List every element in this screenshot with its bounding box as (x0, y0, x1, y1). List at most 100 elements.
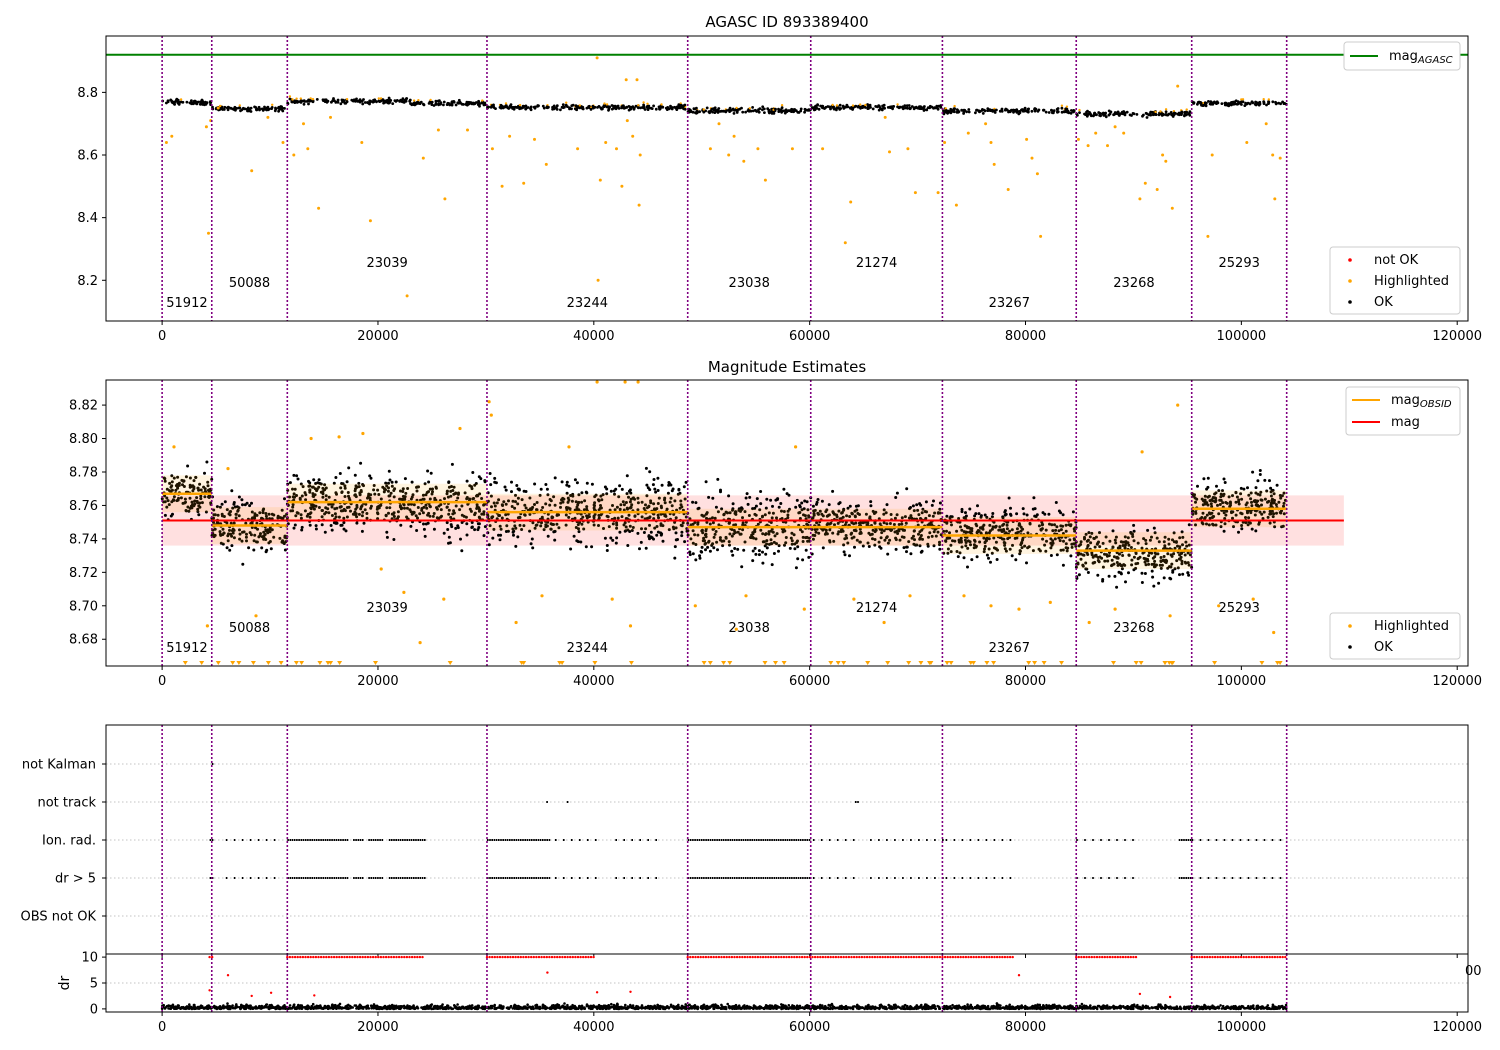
ok-point (277, 106, 280, 110)
ok-point (1196, 101, 1200, 104)
ok-point (606, 105, 610, 109)
ok-point (432, 104, 436, 107)
highlighted-point (936, 191, 940, 195)
ok-point (1086, 113, 1090, 116)
flag-point (742, 877, 745, 879)
highlighted-point (821, 147, 825, 151)
flag-point (692, 839, 694, 841)
highlighted-point (405, 294, 409, 298)
obsid-label: 23039 (366, 601, 407, 616)
clipped-marker (1041, 661, 1047, 665)
highlighted-point (368, 219, 372, 223)
ok-point (1239, 486, 1243, 490)
ok-point (930, 503, 934, 507)
ok-point (711, 107, 715, 111)
obsid-label: 23038 (729, 621, 770, 636)
ok-point (1010, 108, 1013, 112)
ok-point (374, 99, 377, 103)
highlighted-point (953, 104, 956, 108)
ok-point (796, 557, 800, 561)
ok-point (694, 558, 698, 562)
highlighted-point (1170, 206, 1174, 210)
ok-point (497, 533, 500, 537)
ok-point (761, 550, 764, 554)
highlighted-point (984, 122, 988, 126)
highlighted-point (1154, 110, 1157, 114)
ok-point (410, 480, 414, 484)
ok-point (447, 481, 451, 484)
ok-point (680, 530, 684, 534)
ok-point (871, 107, 875, 111)
flag-point (344, 877, 347, 879)
flag-point (820, 839, 823, 841)
ok-point (1159, 112, 1162, 116)
x-tick-label: 40000 (573, 329, 614, 344)
ok-point (270, 107, 273, 110)
x-tick-label: 0 (158, 674, 166, 689)
flag-point (517, 839, 520, 841)
highlighted-point (170, 134, 174, 138)
ok-point (257, 105, 261, 109)
ok-point (1030, 109, 1034, 113)
flag-point (320, 877, 322, 879)
flag-point (799, 877, 802, 879)
flag-point (381, 877, 384, 879)
flag-point (718, 839, 721, 841)
ok-point (474, 101, 478, 104)
ok-point (465, 533, 469, 537)
highlighted-point (835, 104, 839, 107)
highlighted-point (966, 131, 970, 135)
highlighted-point (1241, 98, 1245, 101)
flag-point (615, 839, 617, 841)
highlighted-point (615, 147, 618, 151)
clipped-marker (1259, 661, 1265, 665)
flag-point (1189, 839, 1192, 841)
flag-point (511, 839, 513, 841)
ok-point (579, 540, 583, 544)
ok-point (793, 108, 797, 111)
highlighted-point (693, 604, 697, 608)
x-tick-label: 60000 (789, 329, 830, 344)
flag-point (495, 877, 498, 879)
ok-point (471, 471, 475, 474)
ok-point (1164, 110, 1168, 114)
ok-point (1115, 585, 1119, 589)
ok-point (1183, 111, 1186, 114)
ok-point (265, 108, 269, 112)
y-tick-label: 8.8 (77, 86, 98, 101)
ok-point (281, 106, 284, 110)
ok-point (423, 534, 427, 538)
flag-point (417, 877, 419, 879)
clipped-marker (781, 661, 787, 665)
obsid-label: 23039 (366, 256, 407, 271)
obsid-label: 50088 (229, 276, 270, 291)
ok-point (241, 503, 244, 507)
flag-point (209, 839, 212, 841)
ok-point (300, 528, 304, 532)
flag-point (509, 877, 511, 879)
ok-point (983, 513, 987, 517)
legend-label-mag: mag (1391, 415, 1420, 430)
ok-point (499, 103, 503, 107)
flag-point (910, 839, 912, 841)
flag-point (744, 839, 747, 841)
ok-point (531, 546, 535, 550)
ok-point (482, 534, 486, 538)
ok-point (1239, 100, 1243, 104)
clipped-marker (906, 661, 912, 665)
ok-point (618, 484, 622, 488)
y-tick-label: 8.82 (69, 399, 98, 414)
ok-point (765, 497, 769, 501)
flag-point (233, 877, 236, 879)
ok-point (1025, 561, 1028, 565)
flag-point (700, 877, 703, 879)
flag-point (370, 839, 373, 841)
ok-point (297, 100, 301, 104)
ok-point (1035, 513, 1039, 517)
ok-point (779, 502, 783, 505)
highlighted-point (603, 102, 606, 105)
ok-point (868, 103, 872, 107)
ok-point (681, 106, 684, 109)
flag-point (1084, 839, 1086, 841)
ok-point (705, 106, 709, 110)
